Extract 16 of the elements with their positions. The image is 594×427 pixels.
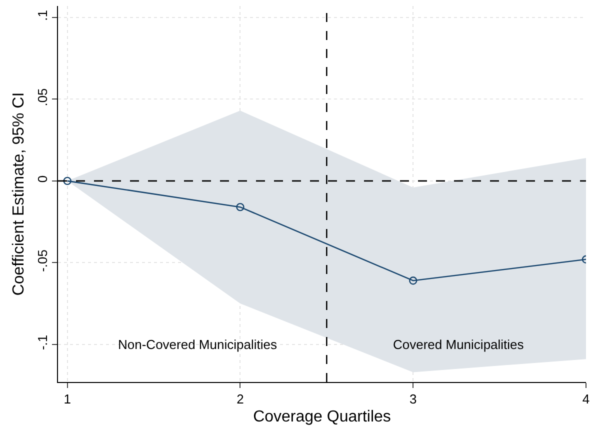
point <box>236 202 244 212</box>
y-axis-title: Coefficient Estimate, 95% CI <box>10 92 28 296</box>
x-tick-label: 3 <box>409 392 417 407</box>
x-axis-title: Coverage Quartiles <box>253 408 391 426</box>
point <box>63 176 72 186</box>
y-tick-label: -.05 <box>34 250 50 272</box>
y-tick-label: .1 <box>34 10 50 21</box>
y-tick-label: 0 <box>34 175 50 183</box>
y-tick-label: .05 <box>34 88 50 106</box>
annotation: Non-Covered Municipalities <box>118 337 278 352</box>
point <box>409 276 418 285</box>
y-tick-label: -.1 <box>34 334 50 350</box>
x-tick-label: 1 <box>64 392 71 407</box>
x-tick-label: 2 <box>236 392 244 407</box>
x-tick-label: 4 <box>582 392 590 407</box>
annotation: Covered Municipalities <box>393 337 524 352</box>
